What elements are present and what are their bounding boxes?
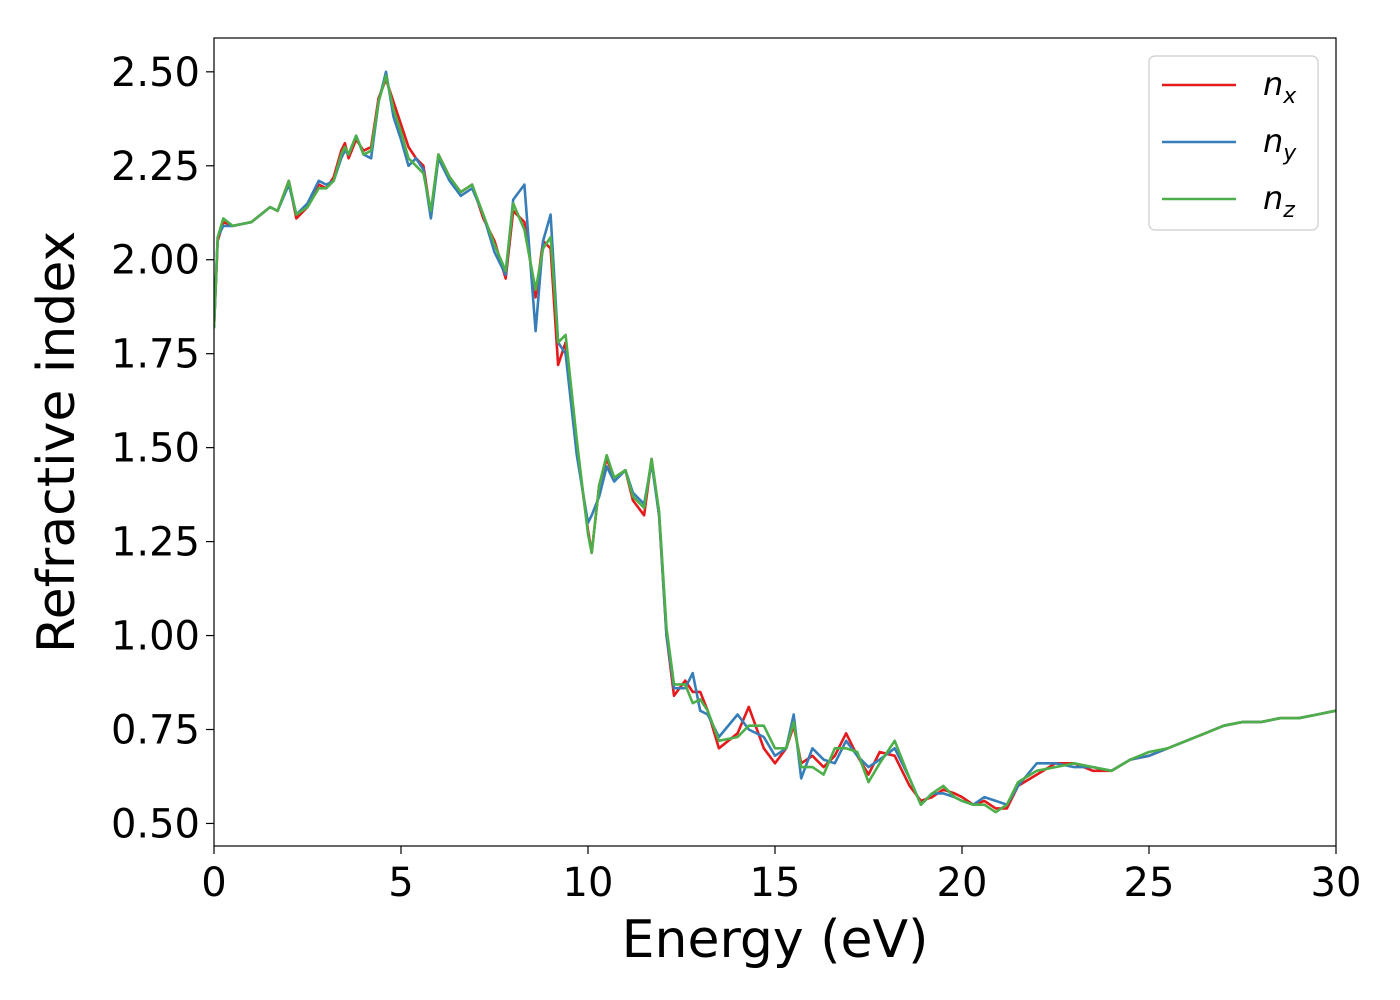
x-axis-title: Energy (eV) bbox=[622, 910, 929, 970]
x-tick-label: 0 bbox=[201, 860, 226, 906]
y-tick-label: 2.50 bbox=[111, 50, 200, 96]
legend-label-nx: nx bbox=[1263, 65, 1297, 109]
x-tick-label: 15 bbox=[750, 860, 801, 906]
series-line-nz bbox=[214, 74, 1336, 814]
y-axis-ticks: 0.50 0.75 1.00 1.25 1.50 1.75 2.00 2.25 2.50 bbox=[111, 50, 214, 847]
x-tick-label: 25 bbox=[1124, 860, 1175, 906]
y-tick-label: 0.75 bbox=[111, 707, 200, 753]
legend-label-nz: nz bbox=[1263, 179, 1295, 223]
legend-label-ny: ny bbox=[1263, 122, 1297, 166]
x-tick-label: 30 bbox=[1311, 860, 1362, 906]
y-tick-label: 2.00 bbox=[111, 238, 200, 284]
x-tick-label: 10 bbox=[563, 860, 614, 906]
y-tick-label: 1.50 bbox=[111, 426, 200, 472]
y-tick-label: 0.50 bbox=[111, 801, 200, 847]
legend: nx ny nz bbox=[1148, 55, 1319, 231]
x-tick-label: 20 bbox=[937, 860, 988, 906]
series-layer bbox=[214, 70, 1336, 814]
y-tick-label: 1.75 bbox=[111, 332, 200, 378]
y-tick-label: 1.25 bbox=[111, 520, 200, 566]
y-tick-label: 1.00 bbox=[111, 614, 200, 660]
y-axis-title: Refractive index bbox=[27, 231, 87, 653]
x-axis-ticks: 0 5 10 15 20 25 30 bbox=[201, 846, 1361, 906]
x-tick-label: 5 bbox=[388, 860, 413, 906]
y-tick-label: 2.25 bbox=[111, 144, 200, 190]
